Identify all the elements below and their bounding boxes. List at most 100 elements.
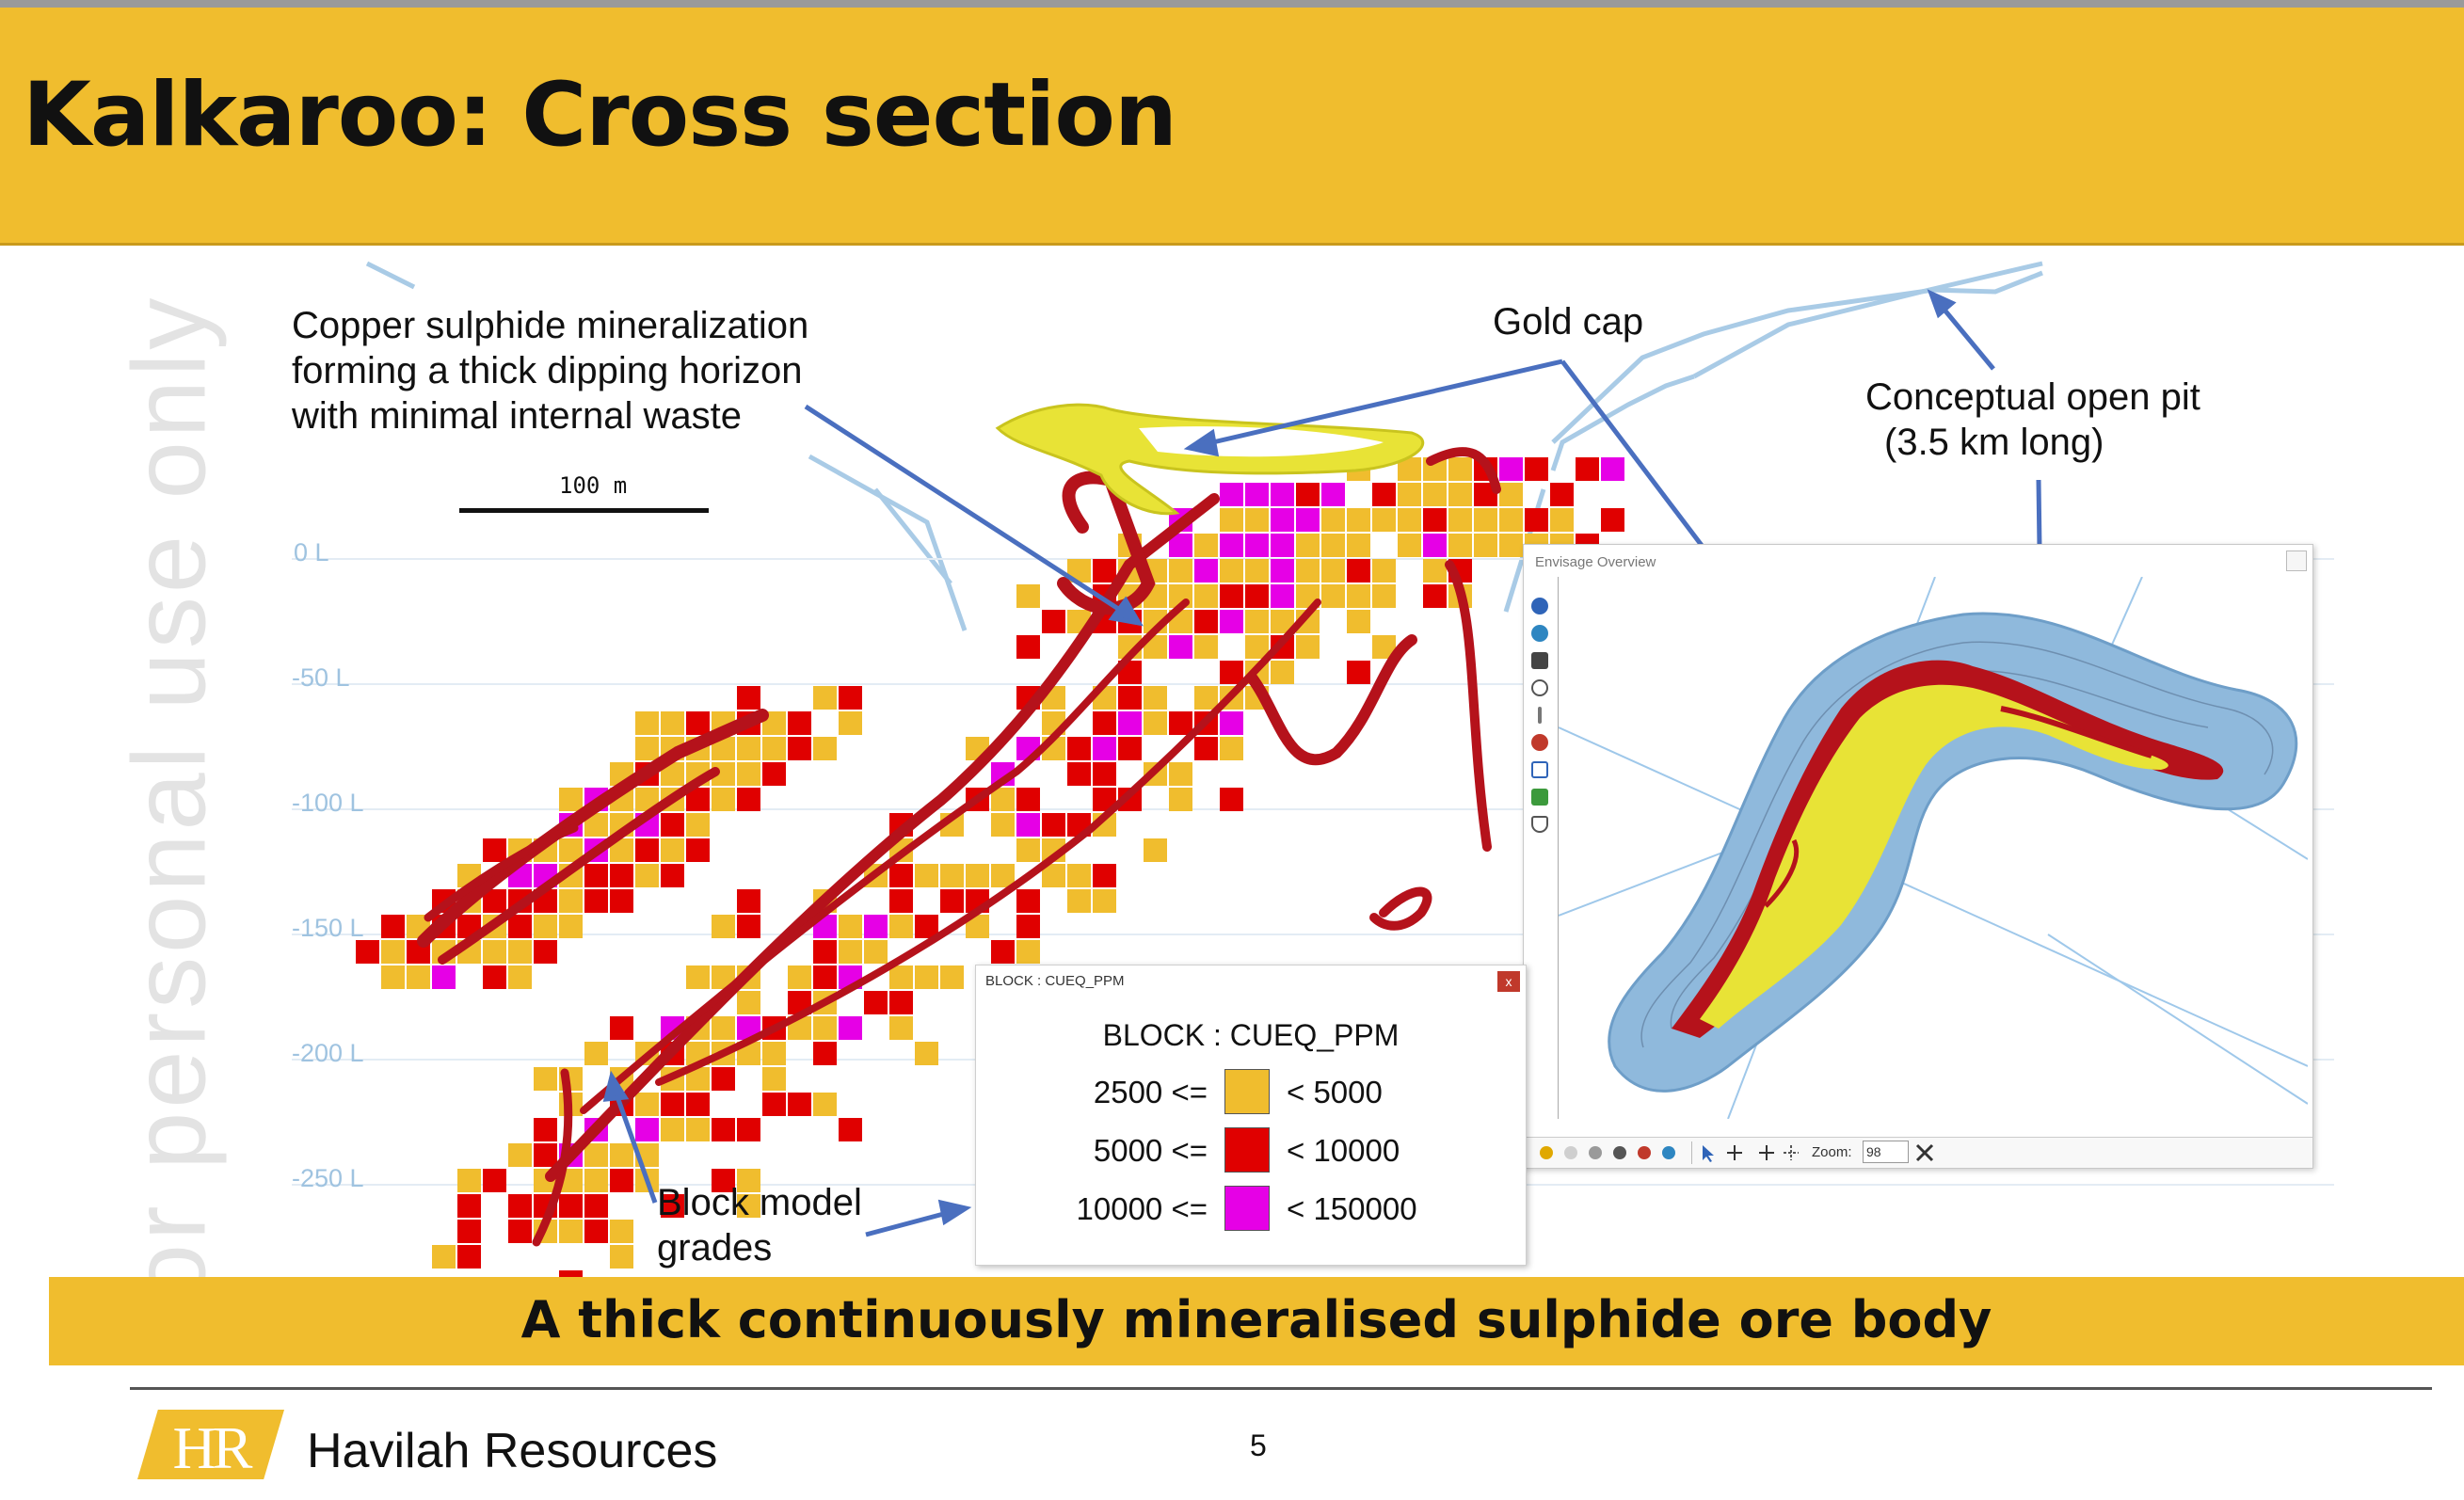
level-label: -50 L bbox=[292, 663, 350, 692]
block-cell bbox=[1296, 534, 1320, 557]
block-cell bbox=[1016, 584, 1040, 608]
block-cell bbox=[1271, 483, 1294, 506]
block-cell bbox=[839, 915, 862, 938]
block-cell bbox=[762, 1067, 786, 1091]
block-cell bbox=[686, 711, 710, 735]
block-cell bbox=[1220, 610, 1243, 633]
block-cell bbox=[1016, 788, 1040, 811]
block-cell bbox=[1296, 508, 1320, 532]
legend-row: 5000 <= < 10000 bbox=[976, 1127, 1526, 1176]
block-cell bbox=[1245, 534, 1269, 557]
block-cell bbox=[1372, 508, 1396, 532]
block-cell bbox=[889, 864, 913, 887]
block-cell bbox=[610, 1169, 633, 1192]
block-cell bbox=[534, 1067, 557, 1091]
zoom-fit-icon[interactable] bbox=[1913, 1141, 1936, 1164]
block-cell bbox=[559, 889, 583, 913]
gold-cap-annotation: Gold cap bbox=[1493, 301, 1644, 343]
block-cell bbox=[1372, 559, 1396, 582]
marker-icon[interactable] bbox=[1531, 734, 1548, 751]
block-cell bbox=[1347, 661, 1370, 684]
block-cell bbox=[1144, 711, 1167, 735]
block-cell bbox=[737, 889, 760, 913]
shade-red-icon bbox=[1638, 1146, 1651, 1159]
block-cell bbox=[1576, 457, 1599, 481]
shade-mid-icon bbox=[1589, 1146, 1602, 1159]
block-cell bbox=[559, 1220, 583, 1243]
image-icon[interactable] bbox=[1531, 789, 1548, 806]
block-cell bbox=[1067, 762, 1091, 786]
block-cell bbox=[584, 1220, 608, 1243]
zoom-input[interactable]: 98 bbox=[1863, 1141, 1909, 1163]
block-cell bbox=[813, 737, 837, 760]
pit-line-1: Conceptual open pit bbox=[1865, 376, 2200, 418]
block-cell bbox=[584, 889, 608, 913]
maximize-button[interactable] bbox=[2286, 551, 2307, 571]
copper-line-2: forming a thick dipping horizon bbox=[292, 350, 803, 391]
block-cell bbox=[1347, 534, 1370, 557]
block-cell bbox=[1220, 737, 1243, 760]
pit-outline-lines bbox=[365, 261, 2043, 631]
envisage-3d-view[interactable] bbox=[1558, 576, 2309, 1120]
block-cell bbox=[1169, 711, 1192, 735]
block-cell bbox=[1321, 584, 1345, 608]
conclusion-banner: A thick continuously mineralised sulphid… bbox=[49, 1277, 2464, 1365]
block-cell bbox=[508, 1220, 532, 1243]
block-cell bbox=[1194, 610, 1218, 633]
block-cell bbox=[1448, 534, 1472, 557]
legend-window-title: BLOCK : CUEQ_PPM bbox=[985, 973, 1125, 989]
block-cell bbox=[940, 965, 964, 989]
block-cell bbox=[1245, 610, 1269, 633]
block-cell bbox=[686, 813, 710, 837]
zoom-label: Zoom: bbox=[1812, 1144, 1852, 1160]
close-button[interactable]: x bbox=[1497, 971, 1520, 992]
legend-upper: < 5000 bbox=[1287, 1075, 1383, 1109]
block-cell bbox=[610, 1016, 633, 1040]
block-cell bbox=[661, 838, 684, 862]
block-cell bbox=[584, 1143, 608, 1167]
block-cell bbox=[915, 965, 938, 989]
block-cell bbox=[610, 1245, 633, 1269]
camera-icon[interactable] bbox=[1531, 652, 1548, 669]
legend-lower: 5000 <= bbox=[1093, 1133, 1208, 1168]
globe-icon[interactable] bbox=[1531, 625, 1548, 642]
axes-icon[interactable] bbox=[1538, 707, 1542, 724]
move-icon bbox=[1727, 1145, 1742, 1160]
block-cell bbox=[686, 1093, 710, 1116]
block-cell bbox=[508, 965, 532, 989]
block-cell bbox=[1194, 534, 1218, 557]
block-cell bbox=[940, 864, 964, 887]
block-cell bbox=[1499, 457, 1523, 481]
reset-icon[interactable] bbox=[1531, 598, 1548, 614]
shield-icon[interactable] bbox=[1531, 816, 1548, 833]
block-cell bbox=[839, 1016, 862, 1040]
block-cell bbox=[1194, 737, 1218, 760]
block-cell bbox=[1372, 483, 1396, 506]
block-cell bbox=[1321, 483, 1345, 506]
block-cell bbox=[1067, 864, 1091, 887]
block-cell bbox=[1271, 559, 1294, 582]
block-cell bbox=[508, 1143, 532, 1167]
crosshair-icon bbox=[1759, 1145, 1774, 1160]
copy-icon[interactable] bbox=[1531, 761, 1548, 778]
block-cell bbox=[1499, 483, 1523, 506]
block-cell bbox=[1347, 610, 1370, 633]
block-cell bbox=[1423, 584, 1447, 608]
page-number: 5 bbox=[1250, 1428, 1267, 1462]
envisage-overview-window[interactable]: Envisage Overview bbox=[1523, 544, 2313, 1169]
block-cell bbox=[686, 1118, 710, 1141]
magnify-icon[interactable] bbox=[1531, 679, 1548, 696]
block-cell bbox=[813, 1016, 837, 1040]
open-pit-annotation: Conceptual open pit (3.5 km long) bbox=[1865, 375, 2200, 465]
block-cell bbox=[864, 915, 888, 938]
banner-text: A thick continuously mineralised sulphid… bbox=[520, 1290, 1992, 1349]
block-cell bbox=[1220, 711, 1243, 735]
legend-window[interactable]: BLOCK : CUEQ_PPM x BLOCK : CUEQ_PPM 2500… bbox=[975, 965, 1527, 1266]
block-cell bbox=[1169, 788, 1192, 811]
block-cell bbox=[483, 940, 506, 964]
title-bar: Kalkaroo: Cross section bbox=[0, 8, 2464, 246]
block-cell bbox=[737, 915, 760, 938]
block-cell bbox=[915, 915, 938, 938]
block-cell bbox=[1245, 584, 1269, 608]
block-cell bbox=[991, 864, 1015, 887]
